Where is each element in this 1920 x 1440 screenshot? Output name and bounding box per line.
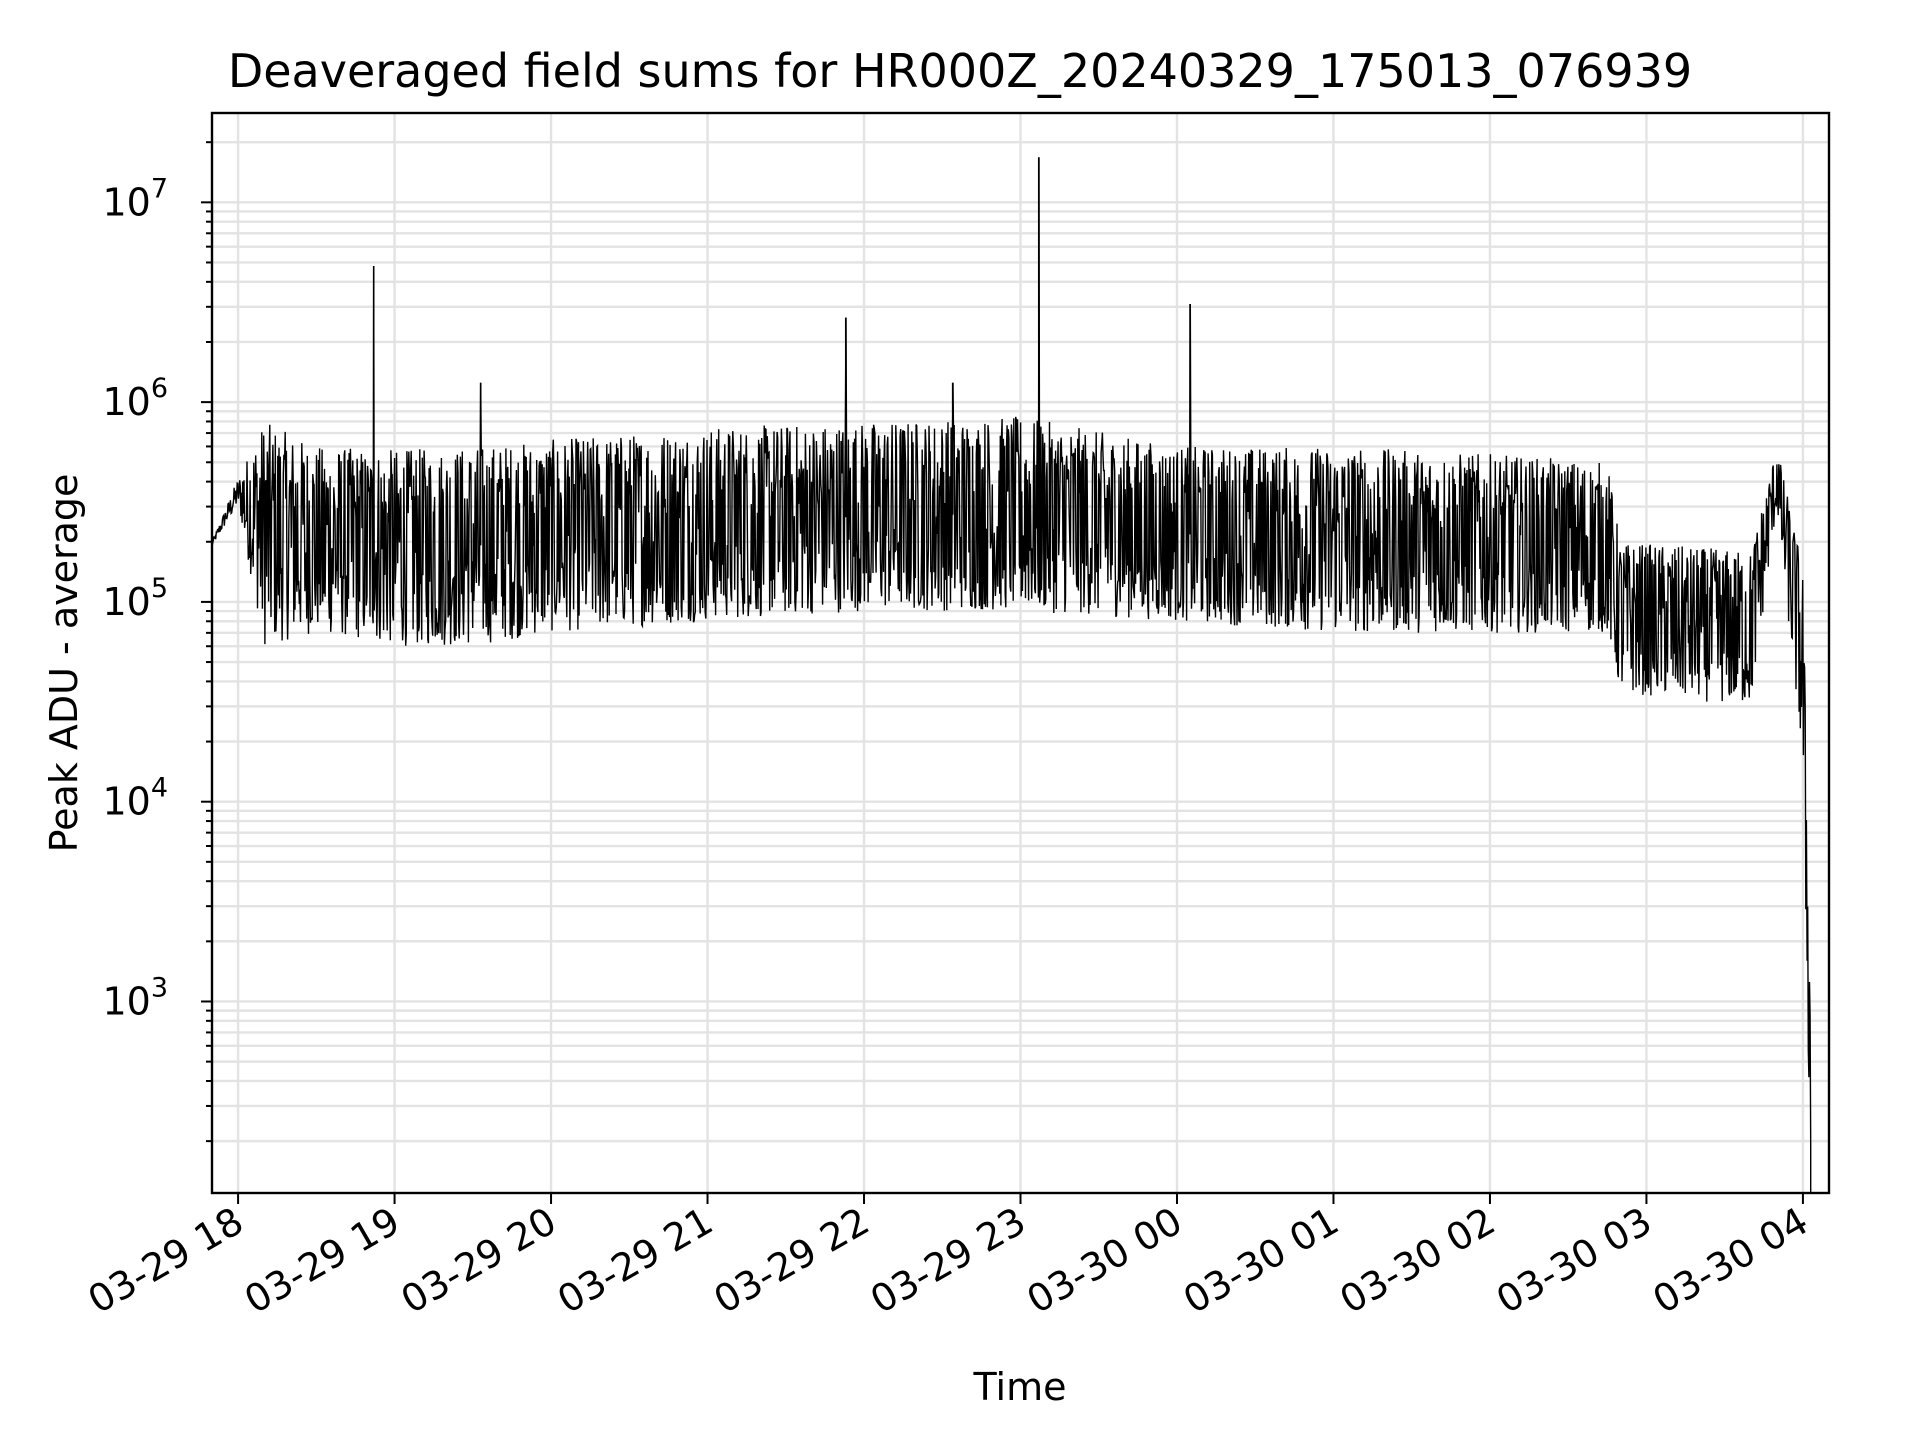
- chart-title: Deaveraged field sums for HR000Z_2024032…: [227, 44, 1693, 98]
- y-tick-label: 103: [102, 972, 168, 1023]
- grid: [212, 113, 1829, 1193]
- y-tick-label: 106: [102, 373, 168, 424]
- x-tick-label: 03-29 22: [707, 1199, 877, 1323]
- y-tick-label: 105: [102, 573, 168, 624]
- x-tick-label: 03-30 00: [1020, 1199, 1190, 1323]
- y-axis-label: Peak ADU - average: [42, 473, 86, 853]
- y-tick-label: 104: [102, 773, 168, 824]
- series-path: [211, 157, 1812, 1193]
- x-tick-label: 03-29 18: [81, 1199, 251, 1323]
- x-axis-label: Time: [973, 1365, 1067, 1409]
- series-line: [211, 157, 1812, 1193]
- x-tick-label: 03-30 04: [1645, 1199, 1815, 1323]
- x-tick-label: 03-29 23: [863, 1199, 1033, 1323]
- x-tick-label: 03-29 20: [394, 1199, 564, 1323]
- axis-ticks: [201, 141, 1804, 1204]
- x-tick-label: 03-30 03: [1489, 1199, 1659, 1323]
- y-tick-label: 107: [102, 173, 168, 224]
- x-tick-label: 03-29 21: [550, 1199, 720, 1323]
- x-tick-label: 03-30 01: [1176, 1199, 1346, 1323]
- x-tick-label: 03-29 19: [237, 1199, 407, 1323]
- x-tick-label: 03-30 02: [1332, 1199, 1502, 1323]
